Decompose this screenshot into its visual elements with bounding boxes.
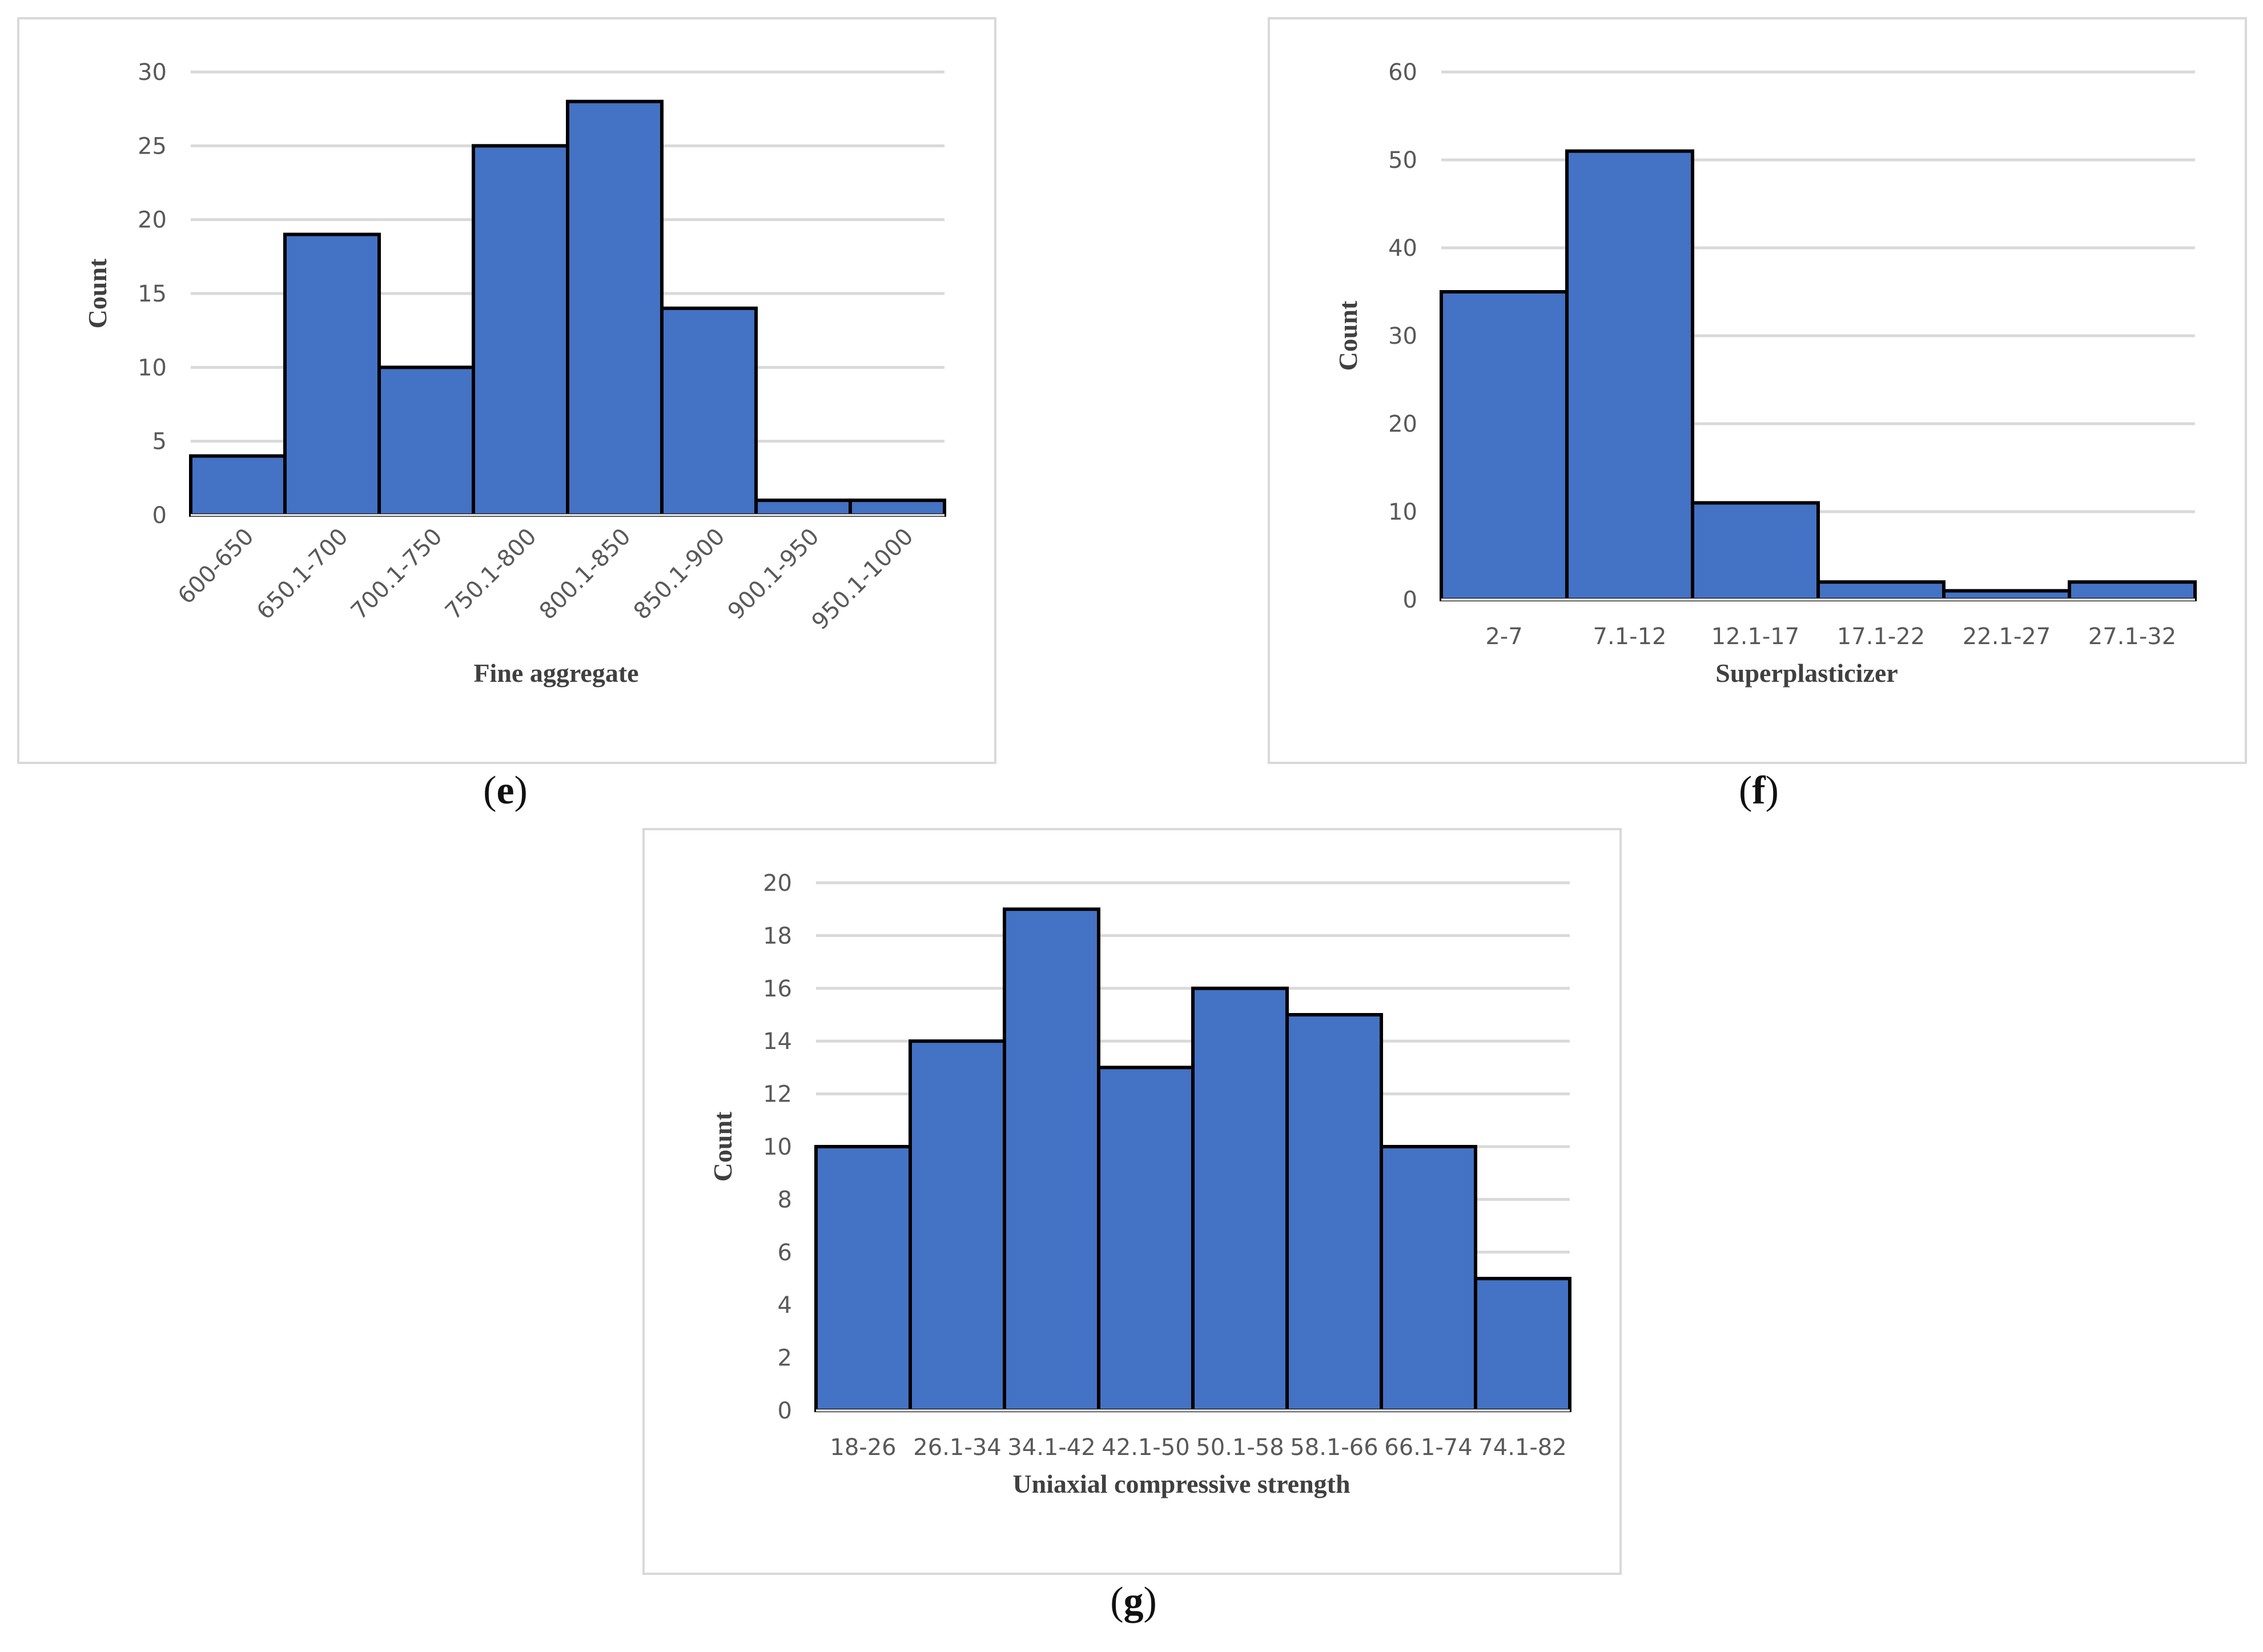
x-axis-title: Uniaxial compressive strength (1012, 1469, 1350, 1498)
ucs-histogram: 0 2 4 6 8 10 12 14 16 18 20 18-26 26.1-34 34.1-42 42.1… (708, 870, 1571, 1498)
x-tick-label: 12.1-17 (1711, 624, 1799, 650)
x-tick-label: 600-650 (173, 524, 259, 610)
chart-panel-fine-aggregate: 0 5 10 15 20 25 30 600-650 650.1-700 700.1-750 750… (17, 17, 996, 764)
bar-26.1-34 (909, 1039, 1006, 1412)
y-tick-label: 10 (138, 355, 167, 381)
bar-900.1-950 (754, 499, 852, 517)
x-tick-label: 66.1-74 (1384, 1434, 1472, 1461)
x-tick-label: 17.1-22 (1837, 624, 1925, 650)
y-tick-label: 15 (138, 281, 167, 307)
bar-12.1-17 (1691, 501, 1820, 601)
bar-42.1-50 (1097, 1066, 1195, 1412)
x-tick-label: 800.1-850 (534, 524, 636, 625)
x-tick-label: 74.1-82 (1478, 1434, 1566, 1461)
y-tick-label: 60 (1388, 59, 1417, 86)
x-tick-label: 42.1-50 (1102, 1434, 1189, 1461)
bar-2-7 (1440, 290, 1569, 601)
x-tick-label: 27.1-32 (2088, 624, 2176, 650)
y-tick-label: 20 (763, 870, 792, 897)
caption-g: (g) (1110, 1579, 1157, 1623)
y-tick-label: 25 (138, 133, 167, 159)
x-tick-label: 750.1-800 (440, 524, 542, 625)
x-tick-label: 7.1-12 (1593, 624, 1667, 650)
x-tick-label: 22.1-27 (1963, 624, 2051, 650)
bar-700.1-750 (377, 365, 475, 517)
y-axis-title: Count (708, 1111, 737, 1181)
x-tick-label: 26.1-34 (913, 1434, 1001, 1461)
y-tick-label: 10 (763, 1134, 792, 1160)
x-tick-label: 2-7 (1485, 624, 1522, 650)
bar-50.1-58 (1191, 986, 1289, 1412)
bar-600-650 (189, 454, 287, 517)
x-axis-title: Fine aggregate (473, 658, 638, 688)
bar-34.1-42 (1003, 907, 1100, 1412)
y-axis-title: Count (1333, 300, 1362, 371)
fine-aggregate-histogram: 0 5 10 15 20 25 30 600-650650.1-700700.1-750750… (83, 59, 946, 688)
y-tick-label: 14 (763, 1028, 792, 1055)
y-tick-label: 0 (778, 1398, 792, 1424)
y-axis-title: Count (83, 258, 112, 328)
x-axis-title: Superplasticizer (1715, 658, 1898, 688)
x-tick-label: 900.1-950 (723, 524, 825, 625)
bar-27.1-32 (2068, 580, 2197, 602)
bar-58.1-66 (1285, 1013, 1383, 1412)
y-tick-label: 16 (763, 976, 792, 1002)
y-tick-label: 10 (1388, 499, 1417, 525)
caption-f: (f) (1739, 769, 1779, 813)
y-tick-label: 12 (763, 1082, 792, 1108)
y-tick-label: 20 (1388, 411, 1417, 437)
bar-66.1-74 (1380, 1145, 1477, 1412)
y-tick-label: 18 (763, 923, 792, 949)
chart-panel-uniaxial-compressive-strength: 0 2 4 6 8 10 12 14 16 18 20 18-26 26.1-34 34.1-42 42.1… (642, 828, 1622, 1575)
y-tick-label: 30 (1388, 323, 1417, 349)
y-tick-label: 0 (152, 503, 167, 529)
y-tick-label: 20 (138, 207, 167, 234)
x-tick-label: 50.1-58 (1196, 1434, 1284, 1461)
bar-750.1-800 (472, 144, 569, 517)
y-tick-label: 40 (1388, 235, 1417, 262)
bar-17.1-22 (1816, 580, 1946, 602)
x-tick-label: 850.1-900 (629, 524, 730, 625)
x-tick-label: 950.1-1000 (807, 524, 919, 636)
superplasticizer-histogram: 0 10 20 30 40 50 60 2-7 7.1-12 12.1-17 17.1-22 22.1… (1333, 59, 2197, 688)
y-tick-label: 0 (1403, 587, 1417, 613)
bar-74.1-82 (1474, 1277, 1571, 1412)
bar-7.1-12 (1565, 149, 1694, 602)
y-tick-label: 8 (778, 1187, 792, 1213)
bar-850.1-900 (660, 306, 758, 517)
bar-650.1-700 (283, 232, 381, 517)
y-tick-label: 30 (138, 59, 167, 86)
y-tick-label: 50 (1388, 147, 1417, 174)
y-tick-label: 5 (152, 429, 167, 455)
chart-panel-superplasticizer: 0 10 20 30 40 50 60 2-7 7.1-12 12.1-17 17.1-22 22.1… (1268, 17, 2247, 764)
bar-22.1-27 (1942, 589, 2071, 601)
x-tick-label: 18-26 (830, 1434, 896, 1461)
x-tick-label: 650.1-700 (252, 524, 353, 625)
x-tick-label: 58.1-66 (1290, 1434, 1378, 1461)
bar-800.1-850 (566, 99, 664, 517)
x-tick-label: 34.1-42 (1007, 1434, 1095, 1461)
y-tick-label: 6 (778, 1240, 792, 1266)
y-tick-label: 2 (778, 1345, 792, 1372)
y-tick-label: 4 (778, 1292, 792, 1319)
x-tick-label: 700.1-750 (346, 524, 448, 625)
bar-18-26 (814, 1145, 912, 1412)
bar-950.1-1000 (849, 499, 946, 517)
caption-e: (e) (483, 769, 528, 813)
